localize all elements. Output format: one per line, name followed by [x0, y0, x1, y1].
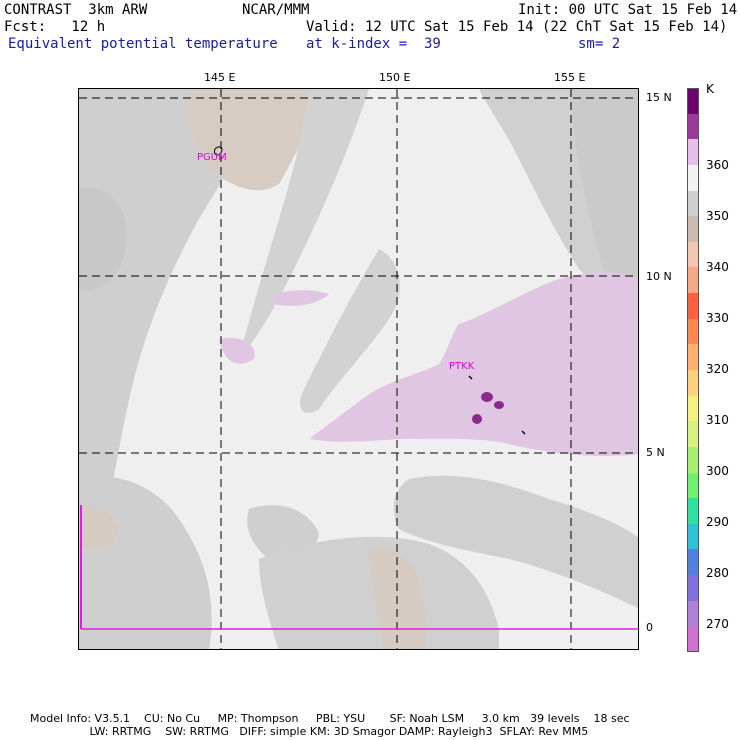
lavender-patch-2 — [219, 337, 255, 364]
purple-spot-3 — [472, 414, 482, 424]
lon-label-155: 155 E — [554, 71, 586, 84]
colorbar-label-340: 340 — [706, 260, 729, 274]
tan-region-south — [369, 547, 427, 649]
colorbar-label-290: 290 — [706, 515, 729, 529]
station-label-ptkk: PTKK — [449, 361, 475, 372]
lon-label-145: 145 E — [204, 71, 236, 84]
gray-band-1 — [239, 89, 369, 359]
map-plot-area: PGUM PTKK — [78, 88, 639, 650]
institution-label: NCAR/MMM — [242, 2, 310, 18]
lat-label-equator: 0 — [646, 621, 653, 634]
lat-label-5n: 5 N — [646, 446, 665, 459]
lavender-region-360k — [309, 272, 638, 456]
lon-label-150: 150 E — [379, 71, 411, 84]
init-time: Init: 00 UTC Sat 15 Feb 14 — [518, 2, 738, 18]
smoothing-label: sm= 2 — [578, 36, 621, 52]
level-label: at k-index = 39 — [306, 36, 441, 52]
chuuk-coastline — [468, 375, 473, 380]
colorbar-label-320: 320 — [706, 362, 729, 376]
purple-spot-2 — [494, 401, 504, 409]
colorbar-label-280: 280 — [706, 566, 729, 580]
island-coastline — [521, 430, 526, 435]
valid-time: Valid: 12 UTC Sat 15 Feb 14 (22 ChT Sat … — [306, 19, 728, 35]
colorbar-label-350: 350 — [706, 209, 729, 223]
forecast-hour: Fcst: 12 h — [4, 19, 106, 35]
tan-region-north — [187, 89, 319, 191]
model-title: CONTRAST 3km ARW — [4, 2, 148, 18]
west-gray-patch — [79, 187, 127, 291]
colorbar-frame — [687, 88, 699, 652]
theta-e-field — [79, 89, 638, 649]
colorbar-label-270: 270 — [706, 617, 729, 631]
tan-patch-west — [79, 505, 119, 549]
station-label-pgum: PGUM — [197, 152, 227, 163]
southeast-gray-region — [393, 475, 638, 609]
colorbar-label-330: 330 — [706, 311, 729, 325]
colorbar-unit: K — [706, 82, 714, 96]
lat-label-15n: 15 N — [646, 91, 672, 104]
lat-label-10n: 10 N — [646, 270, 672, 283]
colorbar-label-300: 300 — [706, 464, 729, 478]
guam-coastline — [214, 146, 223, 156]
gray-band-2 — [299, 249, 400, 413]
colorbar-label-360: 360 — [706, 158, 729, 172]
west-gray-region — [79, 89, 269, 569]
colorbar-label-310: 310 — [706, 413, 729, 427]
field-name: Equivalent potential temperature — [8, 36, 278, 52]
model-info-line2: LW: RRTMG SW: RRTMG DIFF: simple KM: 3D … — [30, 725, 589, 738]
model-info-line1: Model Info: V3.5.1 CU: No Cu MP: Thompso… — [30, 712, 630, 725]
purple-spot-1 — [481, 392, 493, 402]
lavender-patch-1 — [274, 290, 329, 306]
